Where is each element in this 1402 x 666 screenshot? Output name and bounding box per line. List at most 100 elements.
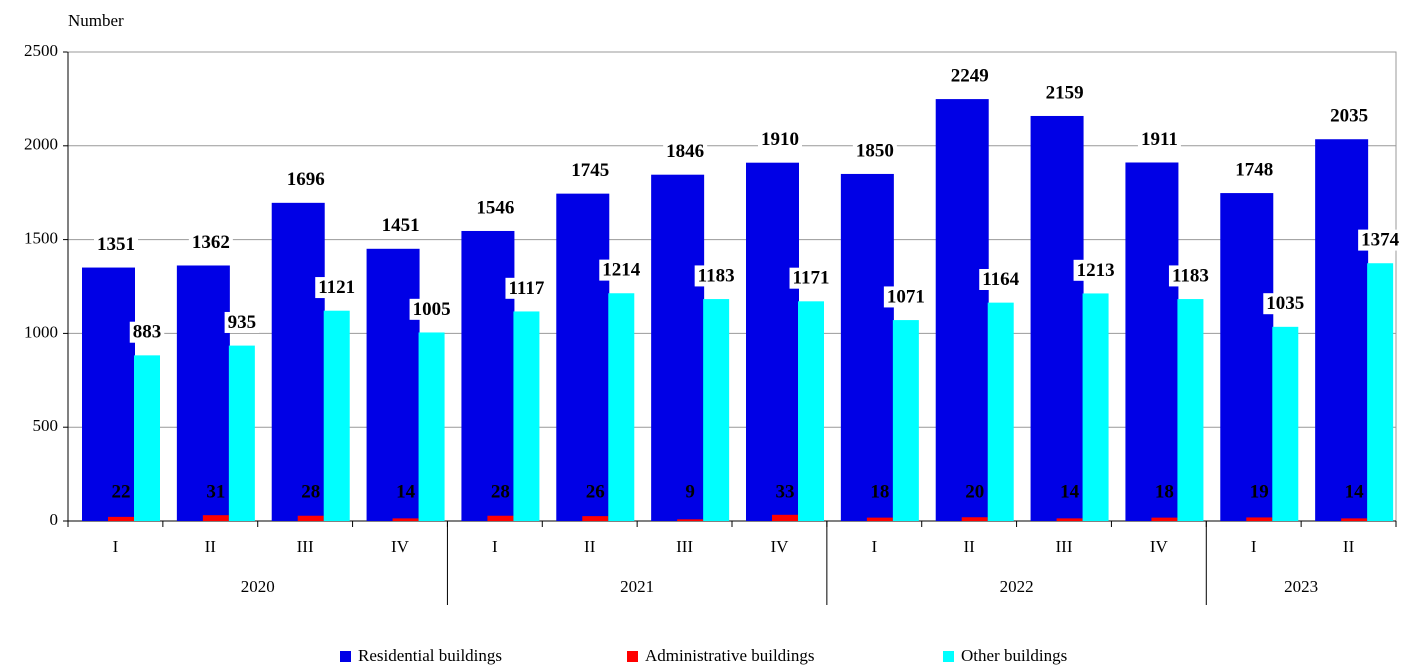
- bar: [1272, 326, 1299, 521]
- value-label: 1171: [793, 268, 830, 289]
- legend-label: Residential buildings: [358, 646, 502, 665]
- bar: [1341, 518, 1368, 521]
- bar: [323, 310, 350, 521]
- bar: [1220, 193, 1274, 521]
- label-bg: [224, 311, 260, 333]
- bar: [418, 332, 445, 521]
- bar: [866, 517, 893, 521]
- bar: [1082, 293, 1109, 521]
- value-label: 1910: [761, 129, 799, 150]
- label-bg: [1263, 293, 1308, 315]
- value-label: 2035: [1330, 106, 1368, 127]
- bar: [677, 519, 704, 521]
- label-bg: [852, 140, 897, 162]
- value-label: 1362: [192, 232, 230, 253]
- legend-label: Administrative buildings: [645, 646, 815, 665]
- value-label: 2159: [1046, 82, 1084, 103]
- bar: [746, 162, 799, 521]
- bar: [798, 301, 824, 521]
- label-bg: [789, 267, 833, 289]
- label-bg: [94, 233, 138, 255]
- value-label: 1846: [666, 141, 704, 162]
- bar: [840, 173, 894, 521]
- label-bg: [979, 268, 1023, 290]
- value-label: 1546: [476, 197, 514, 218]
- label-bg: [409, 298, 454, 320]
- y-tick-label: 500: [33, 416, 59, 435]
- bar: [892, 320, 919, 521]
- y-tick-label: 0: [50, 510, 59, 529]
- bar: [703, 299, 730, 521]
- x-tick-label: III: [297, 537, 314, 556]
- value-label: 1213: [1077, 260, 1115, 281]
- label-bg: [129, 321, 165, 343]
- bar: [366, 248, 420, 521]
- value-label: 14: [1345, 481, 1365, 502]
- x-tick-label: IV: [391, 537, 410, 556]
- value-label: 28: [301, 481, 320, 502]
- bar: [271, 202, 325, 522]
- value-label: 1696: [287, 169, 325, 190]
- bar: [1125, 162, 1179, 521]
- x-tick-label: I: [492, 537, 498, 556]
- value-label: 18: [870, 481, 889, 502]
- bar: [82, 267, 135, 521]
- label-bg: [1168, 265, 1212, 287]
- bar: [987, 302, 1014, 521]
- label-bg: [1358, 229, 1402, 251]
- value-label: 1351: [97, 234, 135, 255]
- value-label: 20: [965, 481, 984, 502]
- bar: [1177, 299, 1204, 521]
- x-tick-label: I: [113, 537, 119, 556]
- label-bg: [758, 129, 802, 151]
- value-label: 1214: [602, 260, 641, 281]
- value-label: 935: [228, 312, 257, 333]
- y-axis-label: Number: [68, 11, 124, 30]
- value-label: 26: [586, 481, 605, 502]
- value-label: 1121: [318, 277, 355, 298]
- bar: [1315, 139, 1369, 521]
- value-label: 33: [776, 481, 795, 502]
- x-tick-label: I: [1251, 537, 1257, 556]
- bar: [461, 230, 515, 521]
- y-tick-label: 2000: [24, 135, 58, 154]
- value-label: 1005: [413, 299, 451, 320]
- label-bg: [1232, 159, 1277, 181]
- bar: [935, 99, 989, 522]
- bar: [228, 345, 255, 521]
- x-tick-label: III: [676, 537, 693, 556]
- bar: [1056, 518, 1083, 521]
- bar: [1151, 517, 1178, 521]
- label-bg: [1073, 259, 1118, 281]
- x-tick-label: III: [1056, 537, 1073, 556]
- bar: [1030, 115, 1084, 521]
- label-bg: [883, 286, 928, 308]
- bar: [772, 514, 798, 521]
- legend-swatch: [627, 651, 638, 662]
- value-label: 1745: [571, 160, 609, 181]
- x-tick-label: IV: [1150, 537, 1169, 556]
- value-label: 31: [206, 481, 225, 502]
- bar: [582, 516, 609, 521]
- y-tick-label: 2500: [24, 41, 58, 60]
- legend-swatch: [340, 651, 351, 662]
- bar: [134, 355, 160, 521]
- bar: [108, 516, 134, 521]
- label-bg: [315, 277, 359, 299]
- x-tick-label: II: [1343, 537, 1355, 556]
- x-tick-label: II: [584, 537, 596, 556]
- label-bg: [283, 169, 328, 191]
- label-bg: [1042, 82, 1087, 104]
- value-label: 18: [1155, 481, 1174, 502]
- value-label: 1183: [1172, 265, 1209, 286]
- bar: [608, 293, 635, 521]
- value-label: 1911: [1141, 129, 1178, 150]
- bar: [556, 193, 610, 521]
- label-bg: [663, 141, 708, 163]
- bar: [1367, 263, 1394, 521]
- x-tick-label: II: [205, 537, 217, 556]
- value-label: 1748: [1235, 159, 1273, 180]
- legend-label: Other buildings: [961, 646, 1067, 665]
- bar: [176, 265, 230, 521]
